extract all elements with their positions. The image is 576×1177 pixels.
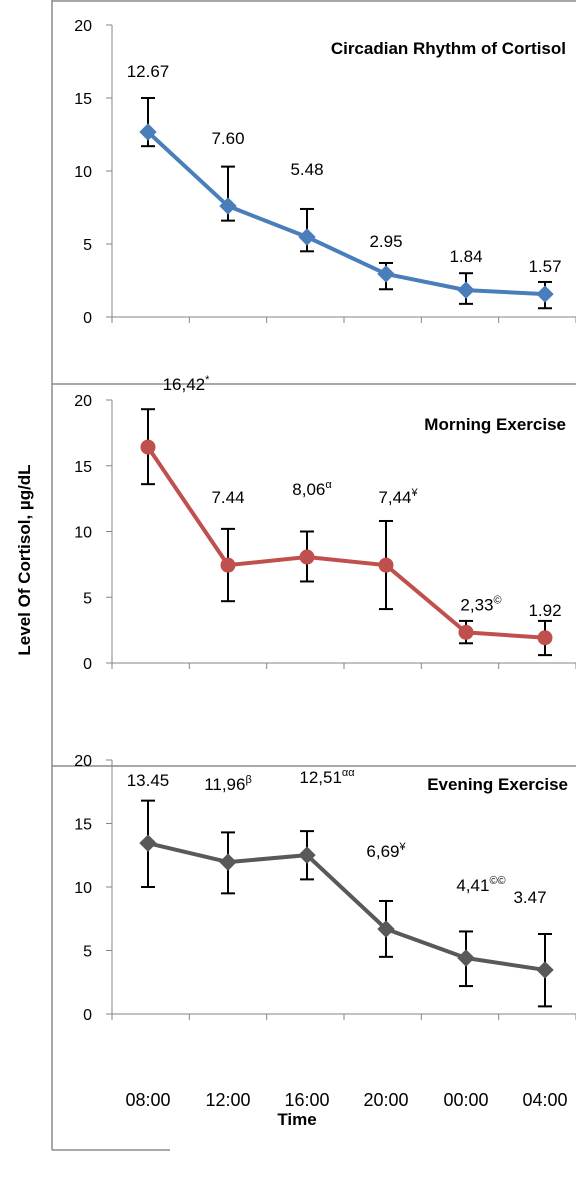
y-tick-label: 15 bbox=[74, 459, 92, 476]
chart-panel: 0 5 10 15 20 13.45 11,96β 12,51αα 6,69¥ 4,41©© 3.4… bbox=[52, 753, 576, 1024]
data-point bbox=[457, 949, 475, 967]
x-tick-labels: 08:00 12:00 16:00 20:00 00:00 04:00 bbox=[125, 1090, 567, 1110]
data-point bbox=[220, 557, 236, 573]
data-label: 2.95 bbox=[369, 232, 402, 251]
data-point bbox=[219, 853, 237, 871]
y-tick-label: 10 bbox=[74, 525, 92, 542]
x-tick-label: 08:00 bbox=[125, 1090, 170, 1110]
x-tick-label: 16:00 bbox=[284, 1090, 329, 1110]
data-label: 1.57 bbox=[528, 257, 561, 276]
data-label: 7.60 bbox=[211, 129, 244, 148]
data-label: 7.44 bbox=[211, 488, 244, 507]
data-label: 8,06α bbox=[292, 479, 332, 499]
chart-panel: 0 5 10 15 20 12.67 7.60 5.48 2.95 1.84 1.57 Circadi… bbox=[74, 18, 576, 327]
panels: 0 5 10 15 20 12.67 7.60 5.48 2.95 1.84 1.57 Circadi… bbox=[52, 18, 576, 1024]
y-tick-label: 10 bbox=[74, 164, 92, 181]
data-label: 3.47 bbox=[513, 888, 546, 907]
y-tick-label: 15 bbox=[74, 817, 92, 834]
data-label: 11,96β bbox=[204, 774, 252, 794]
chart-title: Morning Exercise bbox=[424, 415, 566, 434]
y-tick-label: 5 bbox=[83, 944, 92, 961]
data-label: 12,51αα bbox=[299, 767, 355, 787]
x-tick-label: 00:00 bbox=[443, 1090, 488, 1110]
data-point bbox=[299, 549, 315, 565]
chart-title: Evening Exercise bbox=[427, 775, 568, 794]
data-point bbox=[139, 123, 157, 141]
data-point bbox=[377, 920, 395, 938]
data-label: 7,44¥ bbox=[378, 487, 418, 507]
y-tick-label: 10 bbox=[74, 880, 92, 897]
data-point bbox=[457, 281, 475, 299]
series-line bbox=[147, 841, 546, 972]
x-axis-title: Time bbox=[277, 1110, 316, 1129]
y-tick-label: 20 bbox=[74, 393, 92, 410]
data-label: 1.84 bbox=[449, 247, 482, 266]
y-tick-label: 0 bbox=[83, 656, 92, 673]
data-label: 5.48 bbox=[290, 160, 323, 179]
data-label: 4,41©© bbox=[456, 875, 505, 895]
y-tick-label: 0 bbox=[83, 310, 92, 327]
y-axis-title: Level Of Cortisol, µg/dL bbox=[15, 464, 34, 655]
y-tick-label: 5 bbox=[83, 237, 92, 254]
data-point bbox=[140, 439, 156, 455]
y-tick-label: 5 bbox=[83, 590, 92, 607]
data-label: 6,69¥ bbox=[366, 841, 406, 861]
data-point bbox=[458, 624, 474, 640]
x-tick-label: 12:00 bbox=[205, 1090, 250, 1110]
x-tick-label: 20:00 bbox=[363, 1090, 408, 1110]
data-point bbox=[377, 265, 395, 283]
series-line bbox=[146, 445, 546, 640]
series-line bbox=[146, 130, 546, 297]
data-point bbox=[537, 630, 553, 646]
data-point bbox=[536, 961, 554, 979]
y-tick-label: 15 bbox=[74, 91, 92, 108]
data-point bbox=[139, 834, 157, 852]
data-point bbox=[378, 557, 394, 573]
data-point bbox=[298, 228, 316, 246]
data-label: 12.67 bbox=[127, 62, 170, 81]
data-label: 13.45 bbox=[127, 771, 170, 790]
data-label: 16,42* bbox=[163, 374, 211, 394]
chart-title: Circadian Rhythm of Cortisol bbox=[331, 39, 566, 58]
data-point bbox=[219, 197, 237, 215]
data-point bbox=[298, 846, 316, 864]
data-label: 2,33© bbox=[460, 594, 501, 614]
chart-panel: 0 5 10 15 20 16,42* 7.44 8,06α 7,44¥ 2,33© 1.92 Mor… bbox=[52, 374, 576, 673]
data-point bbox=[536, 285, 554, 303]
data-label: 1.92 bbox=[528, 601, 561, 620]
y-tick-label: 20 bbox=[74, 753, 92, 770]
x-tick-label: 04:00 bbox=[522, 1090, 567, 1110]
y-tick-label: 20 bbox=[74, 18, 92, 35]
y-tick-label: 0 bbox=[83, 1007, 92, 1024]
